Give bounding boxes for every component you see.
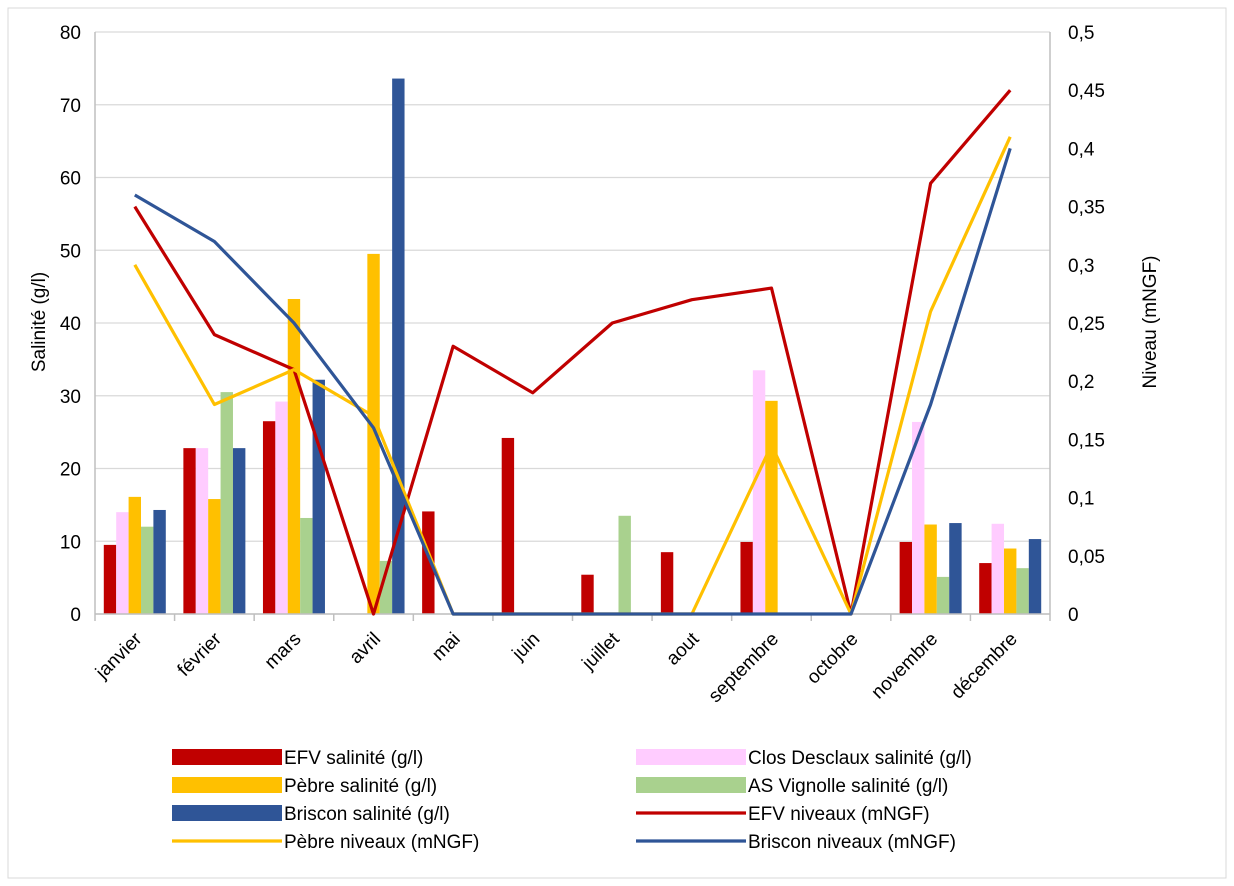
bar-pebre — [287, 298, 301, 614]
x-tick-label: juin — [508, 629, 544, 665]
bar-briscon — [1028, 539, 1042, 614]
y-tick-label: 40 — [60, 314, 81, 335]
legend-swatch — [172, 805, 282, 821]
y2-tick-label: 0,35 — [1068, 198, 1105, 219]
y2-tick-label: 0,3 — [1068, 256, 1094, 277]
y2-tick-label: 0,1 — [1068, 489, 1094, 510]
y2-axis-title: Niveau (mNGF) — [1140, 255, 1161, 388]
x-tick-label: aout — [662, 628, 704, 670]
bar-clos-desclaux — [991, 523, 1005, 614]
bar-efv — [899, 541, 913, 614]
legend-label: EFV salinité (g/l) — [284, 748, 423, 769]
bar-as-vignolle — [300, 517, 313, 614]
y2-tick-label: 0 — [1068, 605, 1079, 626]
y2-tick-label: 0,15 — [1068, 430, 1105, 451]
bar-clos-desclaux — [275, 401, 288, 614]
bar-briscon — [312, 379, 325, 614]
y-tick-label: 70 — [60, 96, 81, 117]
y2-tick-label: 0,45 — [1068, 81, 1105, 102]
legend-label: Clos Desclaux salinité (g/l) — [748, 748, 972, 769]
line-briscon-niveaux-mngf — [133, 147, 1012, 616]
y2-tick-label: 0,5 — [1068, 23, 1094, 44]
y-tick-label: 30 — [60, 387, 81, 408]
line-efv-niveaux-mngf — [133, 89, 1012, 616]
legend-label: EFV niveaux (mNGF) — [748, 804, 930, 825]
bar-pebre — [367, 253, 380, 614]
chart-frame — [7, 7, 1227, 879]
y2-tick-label: 0,25 — [1068, 314, 1105, 335]
legend-label: AS Vignolle salinité (g/l) — [748, 776, 948, 797]
y-tick-label: 0 — [70, 605, 81, 626]
bar-efv — [979, 563, 992, 614]
bar-as-vignolle — [379, 560, 393, 614]
bar-pebre — [1004, 548, 1017, 614]
y-axis-title: Salinité (g/l) — [29, 272, 50, 372]
legend-label: Briscon salinité (g/l) — [284, 804, 450, 825]
bar-briscon — [949, 523, 962, 614]
bar-efv — [262, 421, 276, 614]
bar-briscon — [153, 509, 166, 614]
y-tick-label: 20 — [60, 460, 81, 481]
bar-clos-desclaux — [912, 421, 925, 614]
bar-efv — [660, 552, 674, 614]
y2-tick-label: 0,2 — [1068, 372, 1094, 393]
bar-as-vignolle — [220, 392, 233, 614]
y-tick-label: 80 — [60, 23, 81, 44]
bar-as-vignolle — [936, 576, 950, 614]
y-tick-label: 10 — [60, 532, 81, 553]
bar-as-vignolle — [618, 515, 631, 614]
legend-swatch — [636, 749, 746, 765]
line-series-group — [133, 89, 1012, 616]
bar-pebre — [765, 400, 778, 614]
y-tick-label: 60 — [60, 169, 81, 190]
bar-as-vignolle — [140, 526, 154, 614]
x-tick-label: avril — [346, 629, 385, 668]
bar-series-group — [103, 78, 1042, 614]
bar-clos-desclaux — [195, 448, 209, 614]
bar-efv — [422, 511, 435, 614]
x-tick-label: décembre — [947, 629, 1022, 704]
x-tick-label: mars — [261, 629, 306, 674]
legend-swatch — [172, 749, 282, 765]
bar-clos-desclaux — [116, 512, 129, 614]
x-tick-label: juillet — [578, 628, 625, 675]
bar-briscon — [232, 448, 246, 614]
legend-label: Pèbre salinité (g/l) — [284, 776, 437, 797]
x-tick-label: janvier — [91, 628, 147, 684]
bar-clos-desclaux — [752, 370, 766, 614]
x-tick-label: septembre — [705, 629, 783, 707]
gridlines — [95, 31, 1050, 615]
bar-pebre — [924, 524, 937, 614]
bar-efv — [740, 541, 753, 614]
bar-efv — [103, 544, 117, 614]
legend-label: Briscon niveaux (mNGF) — [748, 832, 956, 853]
bar-pebre — [128, 496, 141, 614]
bar-efv — [581, 574, 594, 614]
legend-swatch — [172, 777, 282, 793]
x-tick-label: février — [174, 628, 227, 681]
bar-efv — [501, 437, 515, 614]
y-tick-label: 50 — [60, 241, 81, 262]
legend-swatch — [636, 777, 746, 793]
bar-pebre — [208, 499, 221, 614]
y2-tick-label: 0,05 — [1068, 547, 1105, 568]
x-tick-label: mai — [428, 629, 465, 666]
y2-tick-label: 0,4 — [1068, 139, 1095, 160]
legend: EFV salinité (g/l) Clos Desclaux salinité… — [172, 748, 972, 853]
bar-as-vignolle — [1016, 568, 1029, 614]
x-tick-label: novembre — [868, 629, 943, 704]
legend-label: Pèbre niveaux (mNGF) — [284, 832, 479, 853]
x-tick-label: octobre — [803, 629, 863, 689]
bar-efv — [183, 448, 196, 614]
